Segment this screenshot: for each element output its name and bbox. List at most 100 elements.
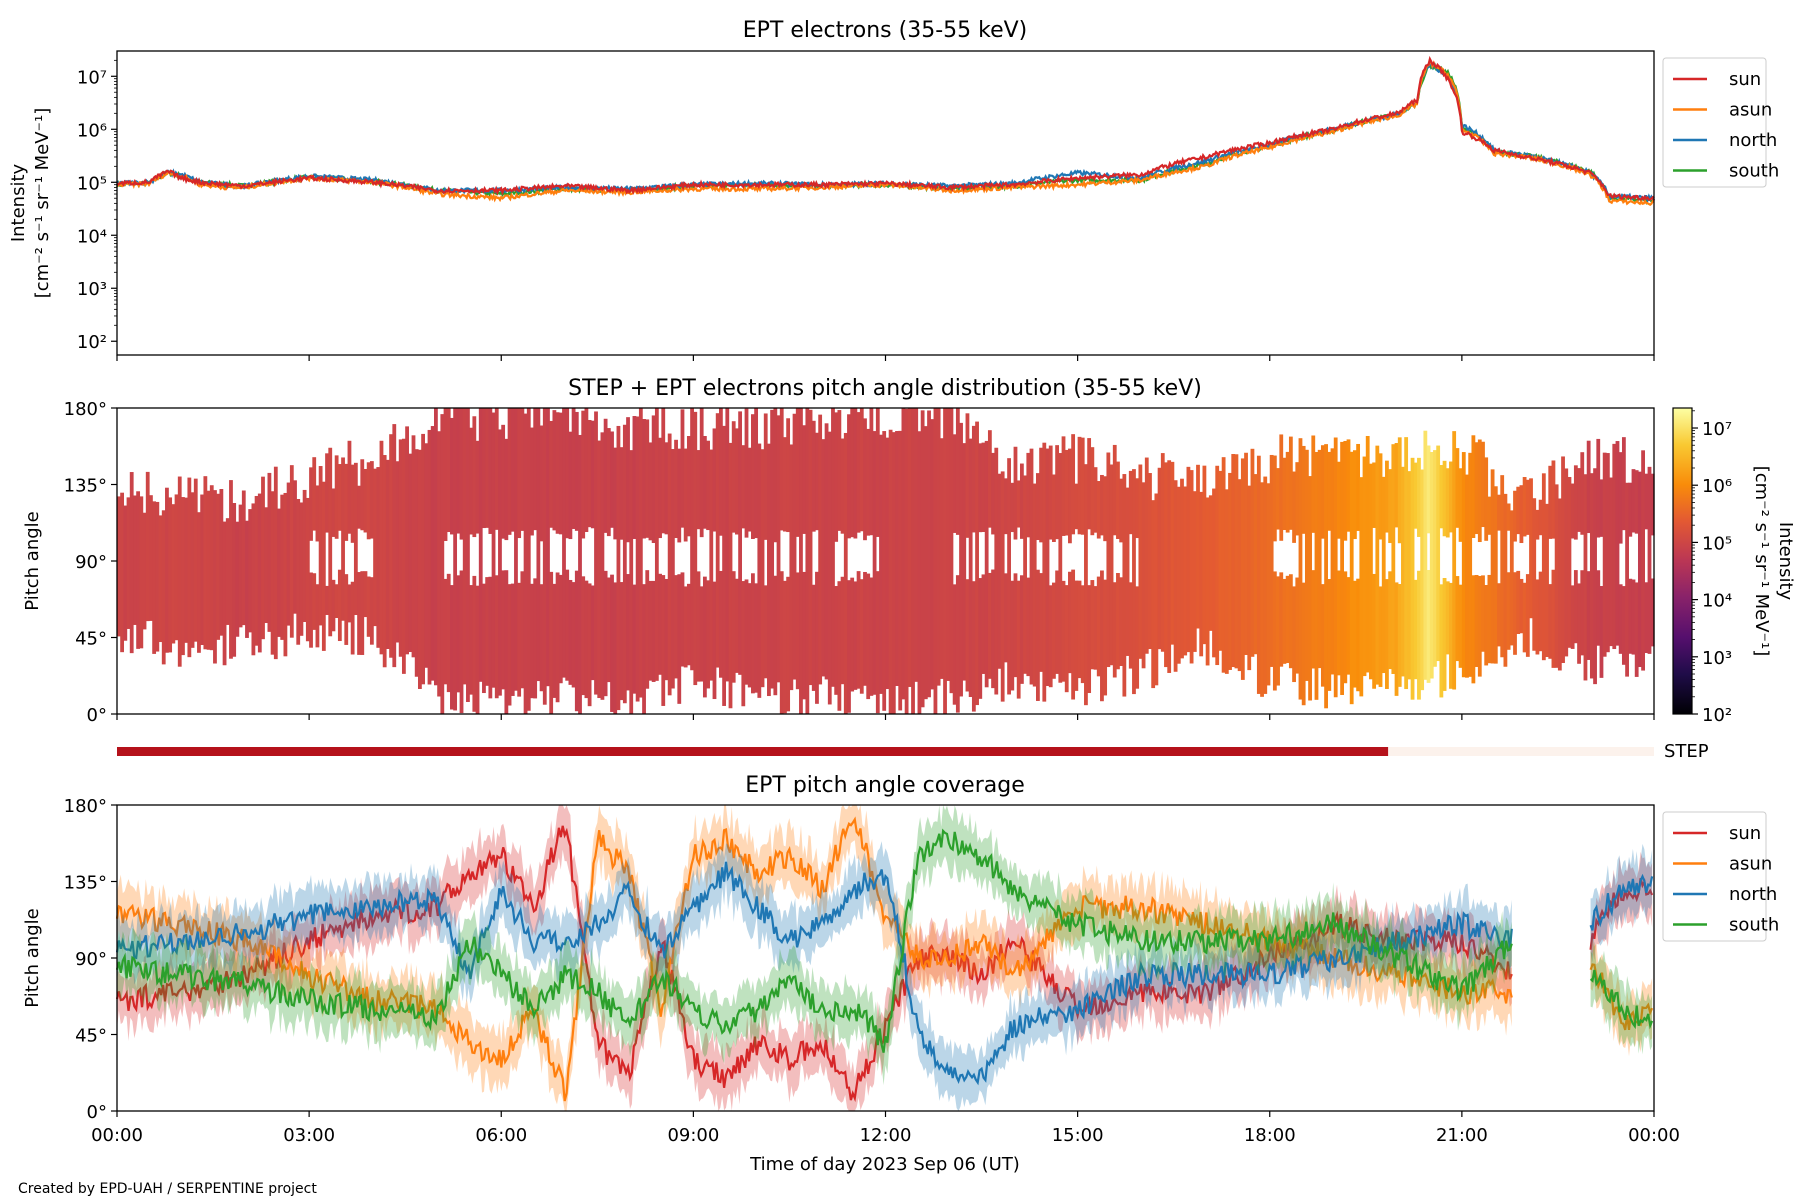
y-tick-label: 90° — [75, 552, 107, 573]
spectrogram-cell — [661, 408, 666, 534]
spectrogram-cell — [1023, 475, 1027, 674]
spectrogram-cell — [606, 428, 611, 537]
spectrogram-cell — [312, 573, 317, 630]
spectrogram-cell — [859, 579, 864, 694]
spectrogram-cell — [1218, 470, 1223, 651]
spectrogram-cell — [946, 408, 951, 681]
spectrogram-cell — [1058, 453, 1063, 683]
spectrogram-cell — [927, 410, 931, 698]
spectrogram-cell — [1353, 580, 1357, 688]
spectrogram-cell — [949, 408, 954, 694]
spectrogram-cell — [1019, 575, 1024, 684]
spectrogram-cell — [731, 421, 736, 533]
spectrogram-cell — [1554, 484, 1559, 668]
spectrogram-cell — [510, 583, 515, 696]
spectrogram-cell — [891, 432, 896, 714]
spectrogram-cell — [1035, 473, 1040, 541]
spectrogram-cell — [517, 408, 522, 539]
spectrogram-cell — [1381, 476, 1386, 674]
spectrogram-cell — [802, 425, 807, 534]
spectrogram-cell — [225, 518, 230, 625]
spectrogram-cell — [1116, 573, 1120, 670]
spectrogram-cell — [558, 574, 563, 684]
spectrogram-cell — [488, 408, 493, 534]
spectrogram-cell — [1525, 479, 1530, 535]
spectrogram-cell — [1525, 574, 1530, 657]
spectrogram-cell — [491, 412, 496, 688]
spectrogram-cell — [661, 575, 666, 706]
spectrogram-cell — [485, 408, 490, 528]
spectrogram-cell — [805, 408, 810, 714]
legend-box — [1662, 57, 1767, 188]
spectrogram-cell — [674, 575, 678, 679]
spectrogram-cell — [722, 425, 726, 706]
spectrogram-cell — [1410, 457, 1415, 700]
spectrogram-cell — [369, 461, 374, 539]
y-tick-label: 180° — [64, 399, 107, 420]
spectrogram-cell — [1093, 467, 1098, 533]
spectrogram-cell — [1426, 570, 1431, 683]
spectrogram-cell — [440, 414, 445, 714]
spectrogram-cell — [837, 410, 842, 531]
spectrogram-cell — [840, 576, 845, 685]
spectrogram-cell — [469, 585, 474, 695]
spectrogram-cell — [1580, 452, 1585, 535]
spectrogram-cell — [1157, 467, 1162, 650]
spectrogram-cell — [1080, 585, 1085, 684]
spectrogram-cell — [1279, 572, 1284, 667]
spectrogram-cell — [1577, 583, 1581, 664]
spectrogram-cell — [1628, 578, 1633, 654]
spectrogram-cell — [1445, 468, 1450, 538]
x-tick-label: 03:00 — [283, 1125, 335, 1146]
spectrogram-cell — [1119, 577, 1124, 667]
spectrogram-cell — [1061, 436, 1066, 536]
spectrogram-cell — [1292, 586, 1296, 683]
spectrogram-cell — [642, 584, 646, 714]
spectrogram-cell — [450, 417, 454, 535]
spectrogram-cell — [779, 571, 784, 714]
spectrogram-cell — [466, 408, 470, 702]
spectrogram-cell — [450, 585, 454, 710]
spectrogram-cell — [1208, 495, 1213, 631]
legend-label-sun: sun — [1729, 69, 1761, 90]
spectrogram-cell — [1010, 580, 1015, 691]
colorbar-tick-label: 10⁴ — [1702, 591, 1732, 612]
spectrogram-cell — [177, 476, 182, 667]
spectrogram-cell — [590, 585, 595, 681]
spectrogram-cell — [353, 462, 358, 616]
spectrogram-cell — [1573, 570, 1578, 644]
spectrogram-cell — [1282, 578, 1287, 664]
spectrogram-cell — [155, 501, 160, 652]
spectrogram-cell — [549, 420, 554, 528]
spectrogram-cell — [1087, 438, 1092, 530]
spectrogram-cell — [510, 408, 515, 532]
spectrogram-cell — [1433, 450, 1437, 667]
spectrogram-cell — [850, 408, 855, 538]
spectrogram-cell — [1394, 582, 1399, 696]
spectrogram-cell — [1052, 582, 1056, 679]
x-tick-label: 18:00 — [1244, 1125, 1296, 1146]
spectrogram-cell — [1112, 582, 1117, 678]
spectrogram-cell — [962, 443, 967, 681]
spectrogram-cell — [309, 572, 313, 648]
spectrogram-cell — [1449, 461, 1453, 533]
spectrogram-cell — [1317, 449, 1322, 669]
spectrogram-cell — [760, 449, 765, 688]
spectrogram-cell — [1401, 466, 1405, 677]
spectrogram-cell — [1407, 471, 1412, 680]
spectrogram-cell — [1413, 579, 1418, 680]
spectrogram-cell — [161, 510, 166, 665]
spectrogram-cell — [181, 497, 185, 656]
spectrogram-cell — [1586, 440, 1591, 534]
y-tick-label: 10⁶ — [77, 120, 107, 141]
spectrogram-cell — [446, 408, 451, 533]
spectrogram-cell — [337, 569, 342, 642]
spectrogram-cell — [1609, 477, 1613, 647]
spectrogram-cell — [459, 408, 464, 540]
spectrogram-cell — [1529, 478, 1533, 619]
spectrogram-cell — [712, 428, 717, 532]
spectrogram-cell — [1580, 570, 1585, 656]
spectrogram-cell — [501, 570, 506, 690]
spectrogram-cell — [1340, 441, 1344, 695]
spectrogram-cell — [1301, 582, 1306, 706]
